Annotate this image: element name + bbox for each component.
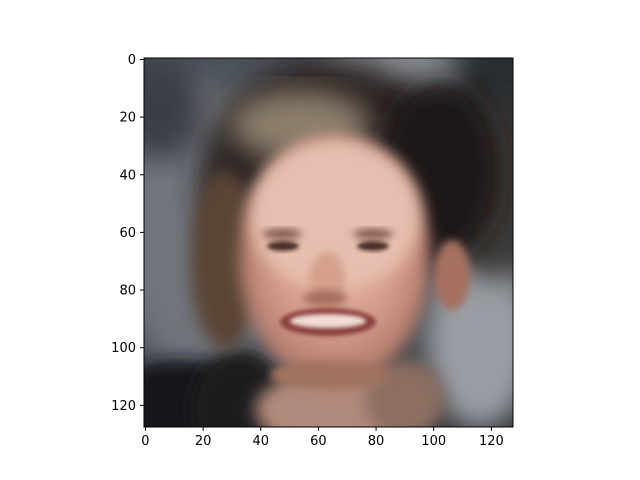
x-tick-label: 80 bbox=[368, 434, 385, 449]
x-axis: 0 20 40 60 80 100 120 bbox=[141, 427, 504, 449]
y-tick-label: 120 bbox=[111, 399, 136, 414]
x-tick-label: 20 bbox=[195, 434, 212, 449]
y-tick-label: 60 bbox=[119, 226, 136, 241]
x-tick-label: 60 bbox=[310, 434, 327, 449]
y-tick-label: 0 bbox=[128, 53, 136, 68]
y-tick-label: 80 bbox=[119, 284, 136, 299]
y-tick-label: 100 bbox=[111, 341, 136, 356]
y-axis: 0 20 40 60 80 100 120 bbox=[111, 53, 144, 414]
x-tick-label: 40 bbox=[252, 434, 269, 449]
y-tick-label: 40 bbox=[119, 168, 136, 183]
x-tick-label: 100 bbox=[421, 434, 446, 449]
axes-frame bbox=[143, 57, 514, 428]
y-tick-label: 20 bbox=[119, 111, 136, 126]
x-tick-label: 120 bbox=[479, 434, 504, 449]
x-tick-label: 0 bbox=[141, 434, 149, 449]
face-image bbox=[144, 58, 513, 427]
